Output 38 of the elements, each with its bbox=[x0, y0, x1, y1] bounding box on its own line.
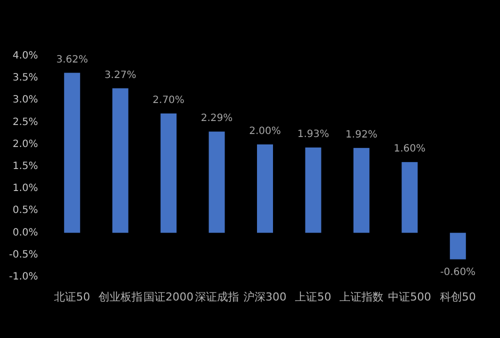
x-tick-label: 深证成指 bbox=[194, 290, 239, 304]
data-label: 2.70% bbox=[152, 94, 184, 106]
y-tick-label: -0.5% bbox=[8, 249, 38, 260]
bar bbox=[64, 72, 80, 233]
y-tick-label: 0.5% bbox=[12, 205, 38, 216]
y-tick-label: 4.0% bbox=[12, 50, 38, 62]
bar bbox=[305, 147, 322, 233]
y-tick-label: 3.0% bbox=[12, 94, 38, 106]
bar bbox=[160, 113, 177, 233]
bar bbox=[112, 88, 128, 233]
bar bbox=[208, 132, 225, 233]
x-tick-label: 北证50 bbox=[54, 290, 90, 304]
y-tick-label: 1.0% bbox=[12, 183, 38, 194]
data-label: 2.00% bbox=[249, 126, 281, 137]
x-tick-label: 上证50 bbox=[295, 290, 332, 304]
y-tick-label: 2.0% bbox=[12, 138, 38, 150]
x-tick-label: 沪深300 bbox=[244, 290, 286, 304]
bar bbox=[450, 232, 466, 260]
data-label: 3.62% bbox=[56, 54, 88, 66]
y-tick-label: 2.5% bbox=[12, 116, 38, 128]
x-tick-label: 国证2000 bbox=[144, 290, 194, 304]
x-tick-label: 中证500 bbox=[388, 290, 432, 304]
data-label: 1.92% bbox=[346, 129, 378, 140]
y-tick-label: 1.5% bbox=[12, 161, 38, 172]
x-tick-label: 科创50 bbox=[440, 290, 476, 304]
y-tick-label: 3.5% bbox=[12, 72, 38, 84]
bar bbox=[257, 144, 273, 233]
data-label: 3.27% bbox=[104, 70, 136, 81]
y-tick-label: 0.0% bbox=[12, 227, 38, 238]
data-label: -0.60% bbox=[440, 266, 476, 278]
x-tick-label: 上证指数 bbox=[339, 290, 384, 304]
data-label: 2.29% bbox=[200, 113, 233, 124]
bar bbox=[402, 162, 418, 233]
y-tick-label: -1.0% bbox=[8, 272, 38, 282]
data-label: 1.60% bbox=[394, 144, 426, 155]
bar bbox=[353, 148, 370, 233]
x-tick-label: 创业板指 bbox=[98, 290, 142, 304]
data-label: 1.93% bbox=[297, 128, 330, 140]
